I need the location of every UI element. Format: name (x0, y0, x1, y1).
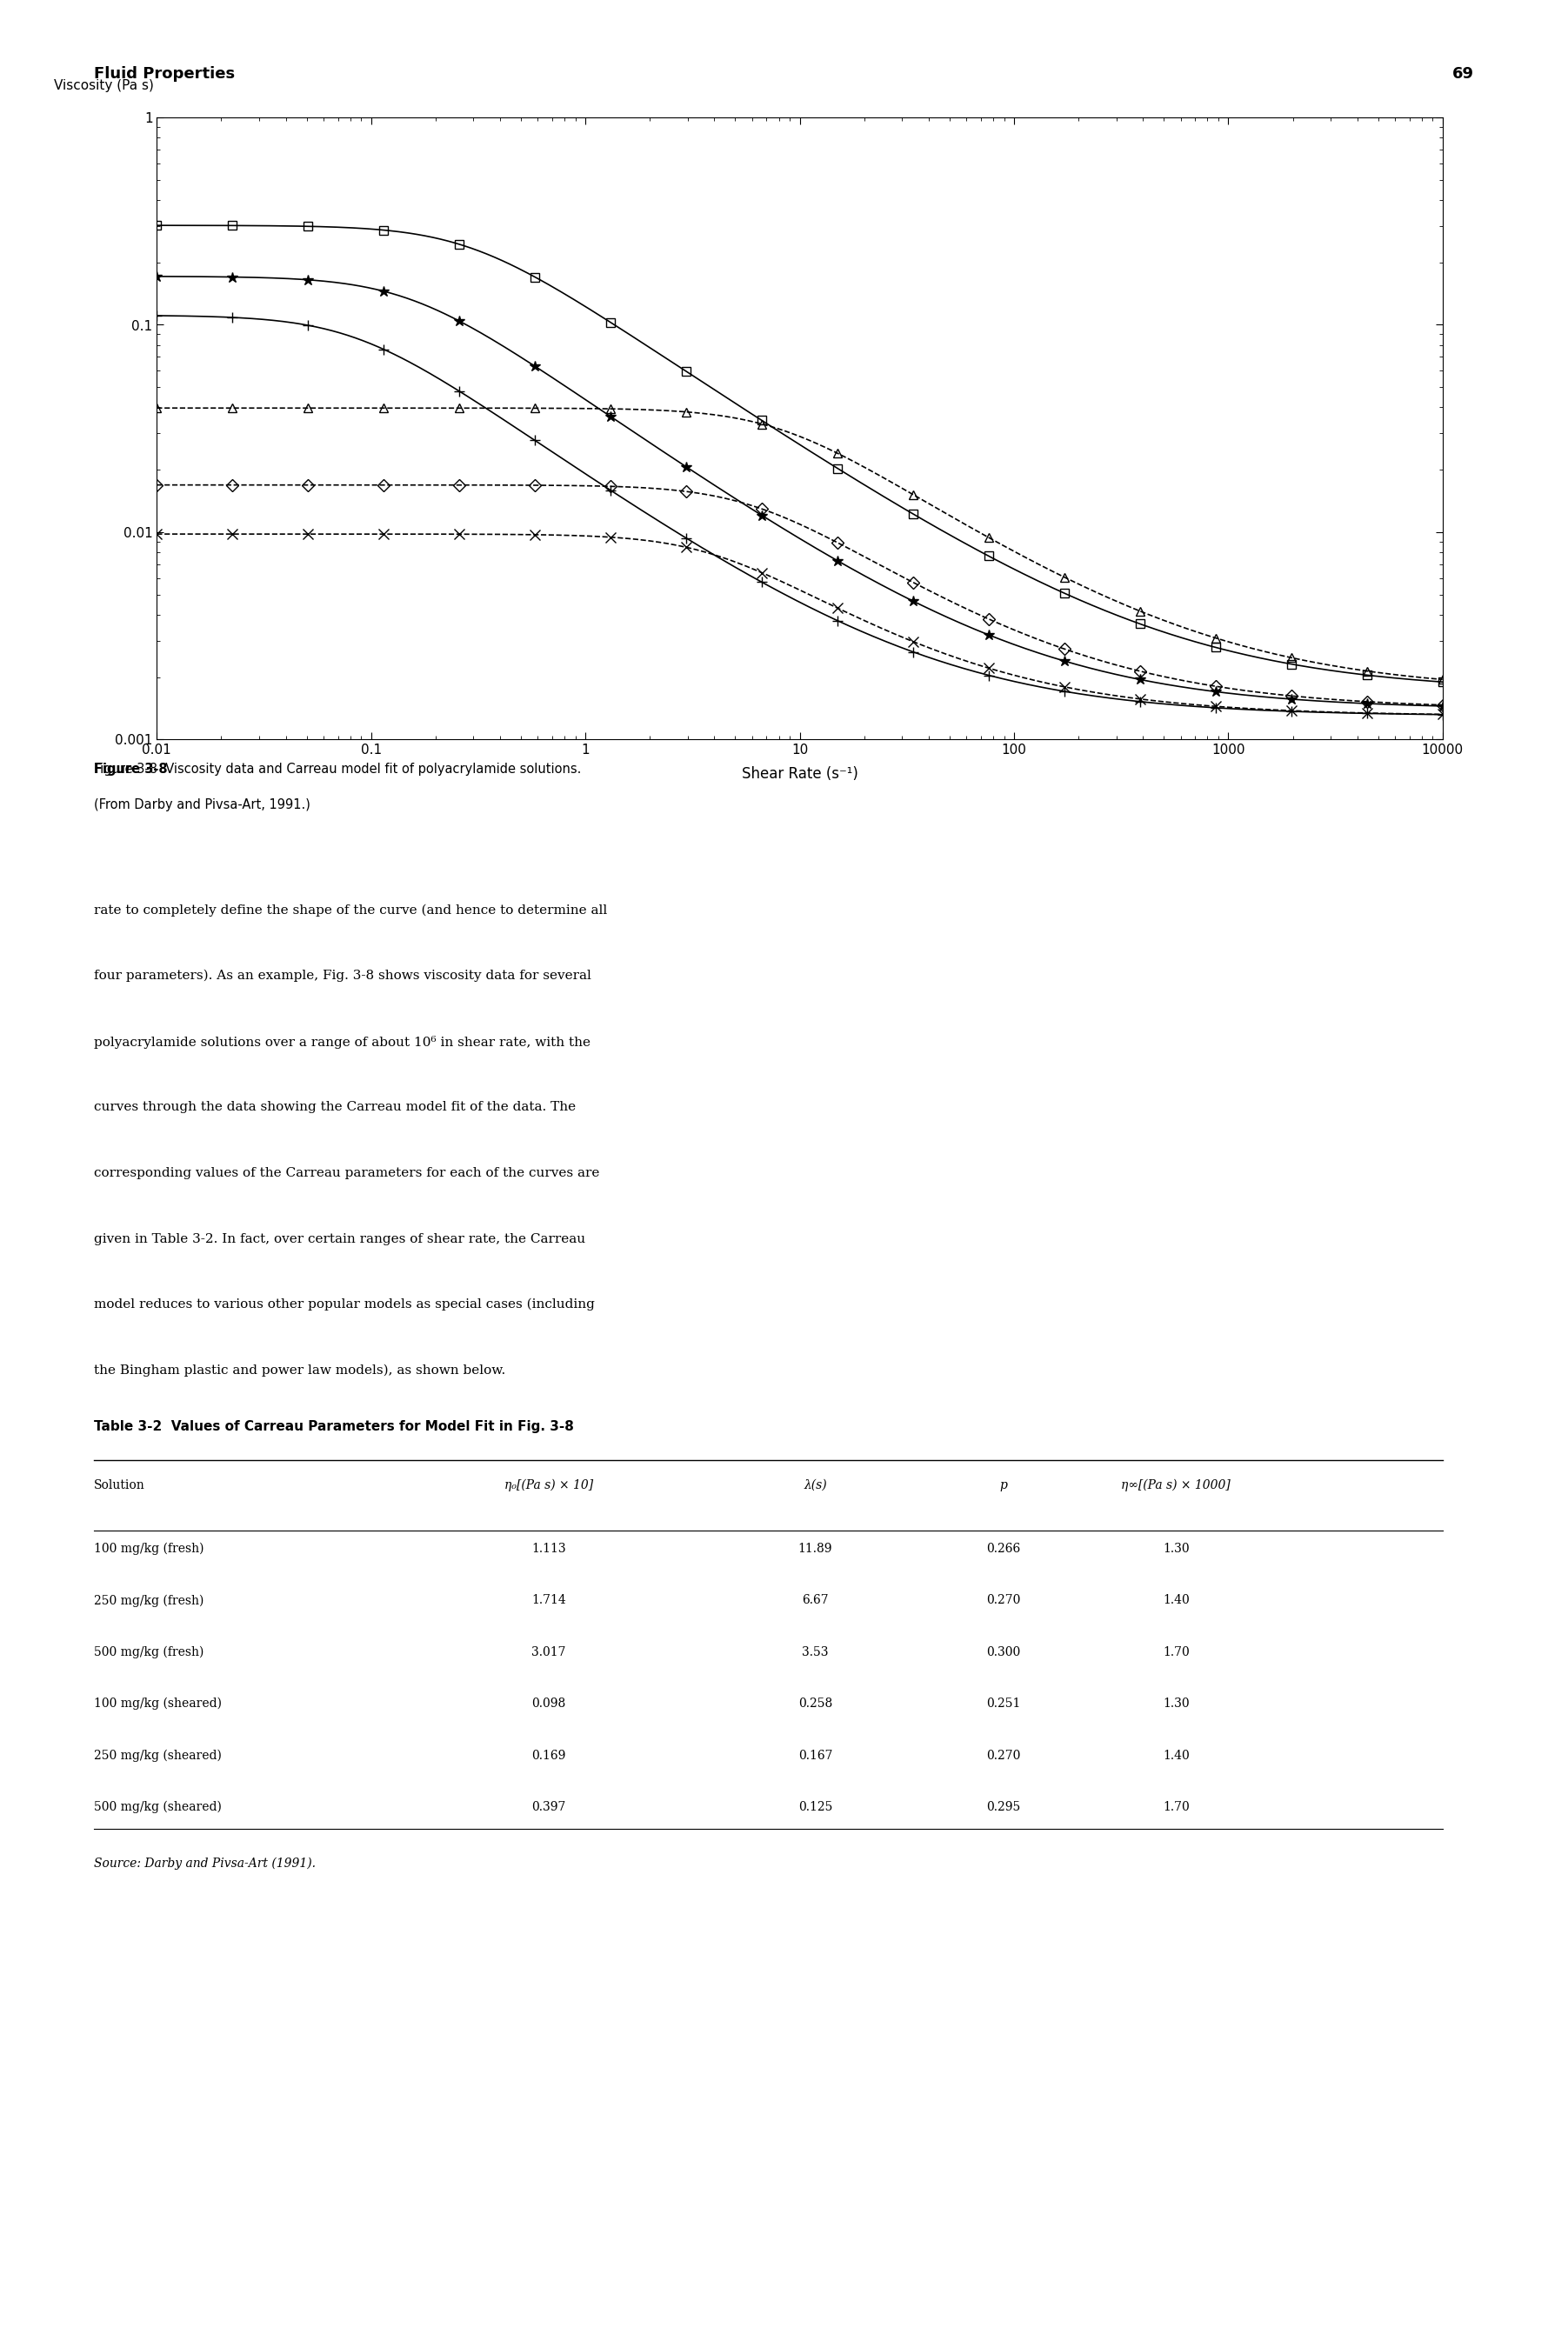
Text: 0.295: 0.295 (986, 1801, 1021, 1813)
Text: 0.098: 0.098 (532, 1698, 566, 1709)
Text: 1.40: 1.40 (1162, 1749, 1190, 1761)
Text: (From Darby and Pivsa-Art, 1991.): (From Darby and Pivsa-Art, 1991.) (94, 798, 310, 812)
Text: 11.89: 11.89 (798, 1543, 833, 1554)
Text: 100 mg/kg (fresh): 100 mg/kg (fresh) (94, 1543, 204, 1554)
Text: model reduces to various other popular models as special cases (including: model reduces to various other popular m… (94, 1298, 594, 1310)
Text: 1.70: 1.70 (1162, 1646, 1190, 1658)
Text: 1.30: 1.30 (1163, 1543, 1189, 1554)
Text: p: p (1000, 1479, 1007, 1491)
Text: η₀[(Pa s) × 10]: η₀[(Pa s) × 10] (505, 1479, 593, 1491)
Text: 1.714: 1.714 (532, 1594, 566, 1606)
Text: 0.300: 0.300 (986, 1646, 1021, 1658)
Text: 0.167: 0.167 (798, 1749, 833, 1761)
Text: Figure 3-8: Figure 3-8 (94, 763, 177, 777)
Text: 500 mg/kg (sheared): 500 mg/kg (sheared) (94, 1801, 221, 1813)
Text: 6.67: 6.67 (803, 1594, 828, 1606)
Text: four parameters). As an example, Fig. 3-8 shows viscosity data for several: four parameters). As an example, Fig. 3-… (94, 970, 591, 981)
Text: 69: 69 (1452, 66, 1474, 82)
Text: polyacrylamide solutions over a range of about 10⁶ in shear rate, with the: polyacrylamide solutions over a range of… (94, 1035, 591, 1050)
Text: 0.125: 0.125 (798, 1801, 833, 1813)
Text: 500 mg/kg (fresh): 500 mg/kg (fresh) (94, 1646, 204, 1658)
Text: Viscosity (Pa s): Viscosity (Pa s) (53, 80, 154, 92)
Text: 3.017: 3.017 (532, 1646, 566, 1658)
Text: 0.270: 0.270 (986, 1749, 1021, 1761)
Text: Solution: Solution (94, 1479, 146, 1491)
Text: curves through the data showing the Carreau model fit of the data. The: curves through the data showing the Carr… (94, 1101, 575, 1113)
Text: 100 mg/kg (sheared): 100 mg/kg (sheared) (94, 1698, 223, 1709)
Text: 0.270: 0.270 (986, 1594, 1021, 1606)
Text: 3.53: 3.53 (803, 1646, 828, 1658)
Text: Table 3-2  Values of Carreau Parameters for Model Fit in Fig. 3-8: Table 3-2 Values of Carreau Parameters f… (94, 1421, 574, 1435)
Text: λ(s): λ(s) (804, 1479, 826, 1491)
Text: 1.113: 1.113 (532, 1543, 566, 1554)
Text: η∞[(Pa s) × 1000]: η∞[(Pa s) × 1000] (1121, 1479, 1231, 1491)
Text: 250 mg/kg (sheared): 250 mg/kg (sheared) (94, 1749, 221, 1761)
X-axis label: Shear Rate (s⁻¹): Shear Rate (s⁻¹) (742, 765, 858, 782)
Text: rate to completely define the shape of the curve (and hence to determine all: rate to completely define the shape of t… (94, 904, 607, 916)
Text: 0.258: 0.258 (798, 1698, 833, 1709)
Text: 1.40: 1.40 (1162, 1594, 1190, 1606)
Text: 1.30: 1.30 (1163, 1698, 1189, 1709)
Text: 250 mg/kg (fresh): 250 mg/kg (fresh) (94, 1594, 204, 1606)
Text: 0.397: 0.397 (532, 1801, 566, 1813)
Text: 0.266: 0.266 (986, 1543, 1021, 1554)
Text: 1.70: 1.70 (1162, 1801, 1190, 1813)
Text: Fluid Properties: Fluid Properties (94, 66, 235, 82)
Text: Source: Darby and Pivsa-Art (1991).: Source: Darby and Pivsa-Art (1991). (94, 1857, 315, 1869)
Text: the Bingham plastic and power law models), as shown below.: the Bingham plastic and power law models… (94, 1364, 505, 1376)
Text: 0.169: 0.169 (532, 1749, 566, 1761)
Text: Figure 3-8  Viscosity data and Carreau model fit of polyacrylamide solutions.: Figure 3-8 Viscosity data and Carreau mo… (94, 763, 582, 777)
Text: given in Table 3-2. In fact, over certain ranges of shear rate, the Carreau: given in Table 3-2. In fact, over certai… (94, 1233, 585, 1244)
Text: 0.251: 0.251 (986, 1698, 1021, 1709)
Text: corresponding values of the Carreau parameters for each of the curves are: corresponding values of the Carreau para… (94, 1167, 599, 1179)
